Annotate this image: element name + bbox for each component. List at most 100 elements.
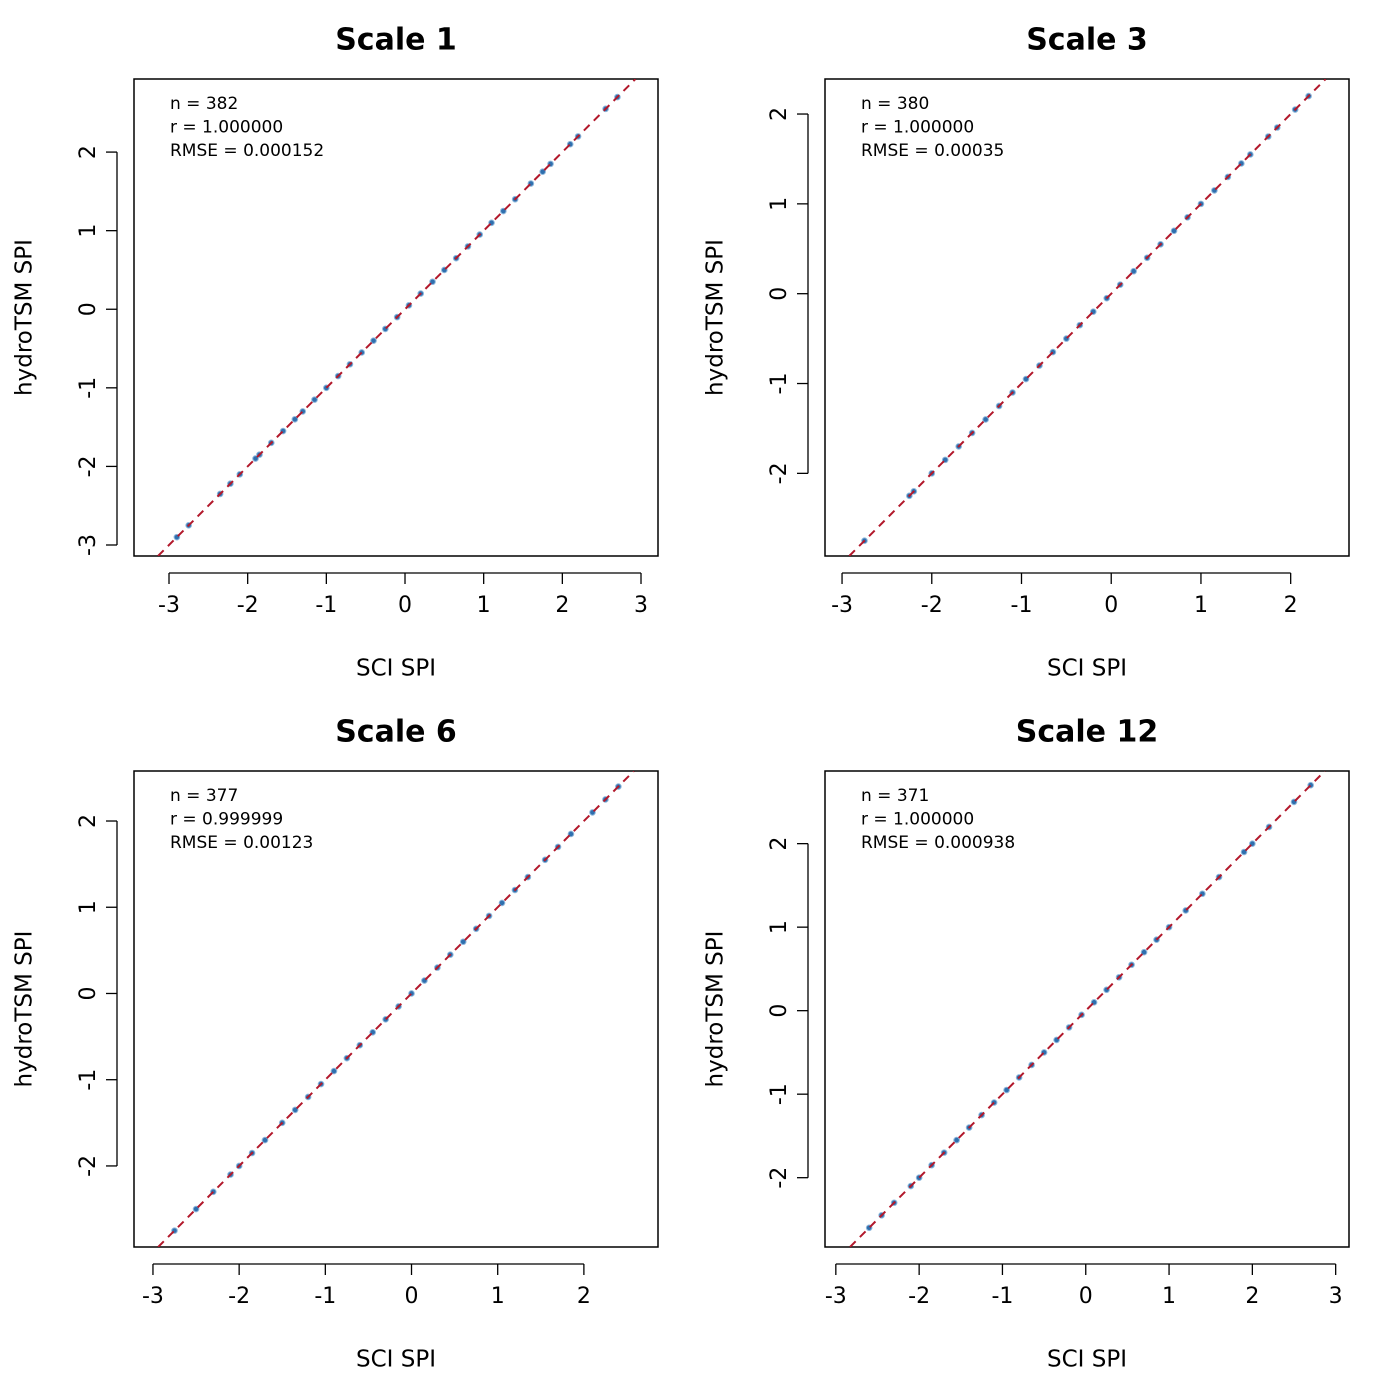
point	[567, 830, 575, 838]
y-axis-label: hydroTSM SPI	[12, 931, 38, 1088]
plot-frame	[824, 78, 1350, 557]
x-tick-label: 1	[477, 593, 491, 618]
x-tick-label: -1	[315, 593, 337, 618]
x-tick-label: 0	[1079, 1284, 1093, 1309]
point	[953, 1136, 960, 1144]
y-tick-label: 1	[76, 224, 101, 238]
x-tick-label: 1	[491, 1284, 505, 1309]
y-tick-label: 2	[767, 107, 792, 121]
point	[370, 337, 377, 344]
plot-frame	[824, 770, 1350, 1248]
points	[157, 79, 637, 556]
panel: Scale 12 SCI SPI hydroTSM SPI -3 -2 -1 0 1 2 3 -2 -…	[703, 715, 1350, 1373]
plot-frame	[133, 770, 659, 1248]
x-tick-label: 2	[1284, 593, 1298, 618]
y-tick-label: 0	[76, 302, 101, 316]
y-tick-label: 0	[767, 1004, 792, 1018]
panel: Scale 3 SCI SPI hydroTSM SPI -3 -2 -1 0 1 2 -2 -1 0…	[703, 23, 1350, 682]
x-tick-label: 0	[1104, 593, 1118, 618]
point	[1140, 948, 1148, 956]
x-tick-label: -3	[825, 1284, 847, 1309]
x-axis-label: SCI SPI	[356, 1347, 436, 1373]
point	[982, 416, 989, 423]
annotation: r = 1.000000	[861, 118, 974, 138]
annotation: r = 1.000000	[861, 810, 974, 830]
y-tick-label: -2	[767, 462, 792, 484]
x-tick-label: 2	[1245, 1284, 1259, 1309]
annotation: n = 380	[861, 94, 929, 114]
panel: Scale 6 SCI SPI hydroTSM SPI -3 -2 -1 0 1 2 -2 -1 0…	[12, 715, 659, 1373]
point	[291, 1106, 299, 1114]
annotation: RMSE = 0.000938	[861, 833, 1015, 853]
x-tick-label: -1	[314, 1284, 336, 1309]
point	[291, 415, 299, 423]
y-tick-label: -2	[76, 1155, 101, 1177]
point	[459, 938, 467, 946]
identity-line	[848, 79, 1327, 556]
y-tick-label: 0	[76, 986, 101, 1000]
x-tick-label: 1	[1162, 1284, 1176, 1309]
point	[1170, 227, 1178, 235]
point	[1240, 848, 1248, 856]
annotation: n = 382	[170, 94, 238, 114]
x-axis-label: SCI SPI	[356, 656, 436, 682]
panel-title: Scale 3	[1026, 23, 1148, 58]
points	[849, 771, 1326, 1247]
x-tick-label: -2	[237, 593, 259, 618]
annotation: n = 377	[170, 786, 238, 806]
panel: Scale 1 SCI SPI hydroTSM SPI -3 -2 -1 0 1 2 3 -3 -2…	[12, 23, 659, 682]
y-tick-label: -1	[76, 1069, 101, 1091]
x-tick-label: -3	[158, 593, 180, 618]
y-tick-label: -1	[767, 1083, 792, 1105]
point	[330, 1067, 338, 1075]
y-tick-label: 1	[767, 197, 792, 211]
y-tick-label: -2	[767, 1167, 792, 1189]
x-tick-label: -2	[908, 1284, 930, 1309]
point	[252, 455, 259, 462]
y-axis-label: hydroTSM SPI	[703, 931, 729, 1088]
y-tick-label: 1	[767, 920, 792, 934]
x-tick-label: -3	[831, 593, 853, 618]
point	[311, 396, 318, 403]
points	[157, 771, 635, 1247]
x-tick-label: 0	[398, 593, 412, 618]
x-tick-label: 1	[1194, 593, 1208, 618]
annotation: RMSE = 0.00123	[170, 833, 313, 853]
y-tick-label: -1	[767, 373, 792, 395]
point	[1003, 1086, 1010, 1094]
y-tick-label: 0	[767, 287, 792, 301]
plot-frame	[133, 78, 659, 557]
y-tick-label: -2	[76, 455, 101, 477]
x-tick-label: 3	[634, 593, 648, 618]
x-tick-label: -2	[228, 1284, 250, 1309]
x-axis-label: SCI SPI	[1047, 1347, 1127, 1373]
y-tick-label: 2	[76, 145, 101, 159]
annotation: n = 371	[861, 786, 929, 806]
y-axis-label: hydroTSM SPI	[703, 239, 729, 396]
x-tick-label: -1	[991, 1284, 1013, 1309]
x-tick-label: 3	[1329, 1284, 1343, 1309]
point	[539, 168, 546, 176]
point	[429, 278, 436, 286]
point	[261, 1136, 269, 1144]
y-tick-label: 2	[76, 814, 101, 828]
x-tick-label: -1	[1011, 593, 1033, 618]
identity-line	[157, 79, 637, 556]
point	[498, 899, 506, 907]
x-tick-label: -2	[921, 593, 943, 618]
y-tick-label: -1	[76, 377, 101, 399]
x-tick-label: 2	[577, 1284, 591, 1309]
x-tick-label: -3	[142, 1284, 164, 1309]
x-axis-label: SCI SPI	[1047, 656, 1127, 682]
annotation: r = 1.000000	[170, 118, 283, 138]
y-tick-label: -3	[76, 534, 101, 556]
points	[848, 79, 1327, 556]
identity-line	[849, 771, 1326, 1247]
panel-title: Scale 6	[335, 715, 457, 750]
y-tick-label: 1	[76, 900, 101, 914]
annotation: RMSE = 0.00035	[861, 141, 1004, 161]
panel-title: Scale 12	[1016, 715, 1158, 750]
identity-line	[157, 771, 635, 1247]
panel-title: Scale 1	[335, 23, 457, 58]
